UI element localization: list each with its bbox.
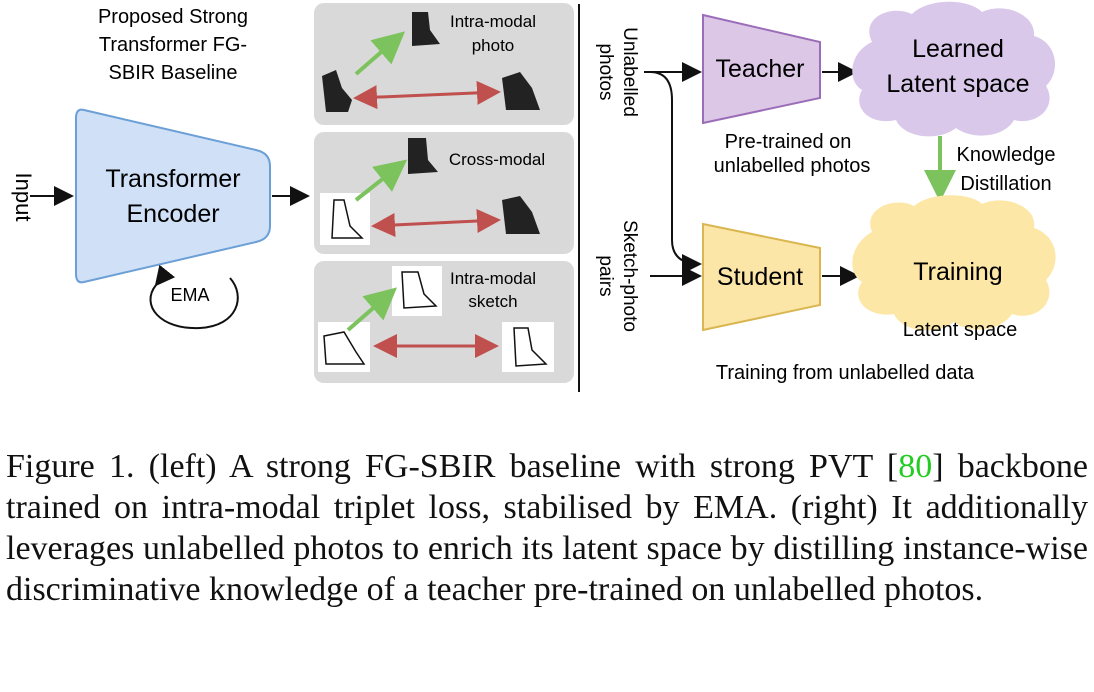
unlabelled-photos-line2: photos [595,43,616,100]
shoe-photo-icon [320,138,540,245]
learned-latent-line2: Latent space [886,70,1029,98]
triplet-negative-arrow [353,80,501,110]
baseline-title-line1: Proposed Strong [98,6,248,28]
panel1-label-line2: photo [472,36,515,55]
learned-latent-line1: Learned [912,35,1004,63]
photos-to-student-arrow [649,71,702,274]
encoder-label-line2: Encoder [126,200,219,228]
bottom-label: Training from unlabelled data [716,362,975,384]
sketch-photo-pairs-line2: pairs [595,255,616,296]
student-label: Student [717,263,803,291]
diagram-svg: Proposed Strong Transformer FG- SBIR Bas… [11,1,1056,392]
ema-loop-arrow [149,264,239,330]
transformer-encoder-block [75,108,271,284]
student-block [702,222,821,332]
pretrained-note-line2: unlabelled photos [714,155,871,177]
pretrained-note-line1: Pre-trained on [725,131,852,153]
caption-part1: Figure 1. (left) A strong FG-SBIR baseli… [6,448,899,485]
teacher-block [702,13,821,125]
boot-photo-icon [322,12,540,112]
panel3-label-line2: sketch [468,292,517,311]
learned-latent-cloud [852,1,1056,137]
caption-part2: ] backbone trained on intra-modal triple… [6,448,1088,608]
encoder-label-line1: Transformer [105,165,240,193]
panel3-label-line1: Intra-modal [450,269,536,288]
figure-caption: Figure 1. (left) A strong FG-SBIR baseli… [6,446,1088,610]
teacher-label: Teacher [716,55,805,83]
sketch-photo-pairs-line1: Sketch-photo [619,220,640,332]
kd-label-line1: Knowledge [957,144,1056,166]
citation-link[interactable]: 80 [898,448,933,485]
training-latent-cloud [852,195,1056,331]
baseline-title-line2: Transformer FG- [99,34,247,56]
sketch-icon [318,266,554,372]
cross-positive-arrow [354,159,408,202]
panel1-label-line1: Intra-modal [450,12,536,31]
panel2-label-line1: Cross-modal [449,150,545,169]
training-latent-label: Latent space [903,319,1018,341]
ema-label: EMA [170,285,209,305]
triplet-positive-arrow [354,31,406,76]
sketch-positive-arrow [346,287,398,332]
kd-label-line2: Distillation [960,173,1051,195]
baseline-title-line3: SBIR Baseline [109,62,238,84]
cross-negative-arrow [371,209,501,237]
training-label: Training [913,258,1002,286]
unlabelled-photos-line1: Unlabelled [619,27,640,117]
